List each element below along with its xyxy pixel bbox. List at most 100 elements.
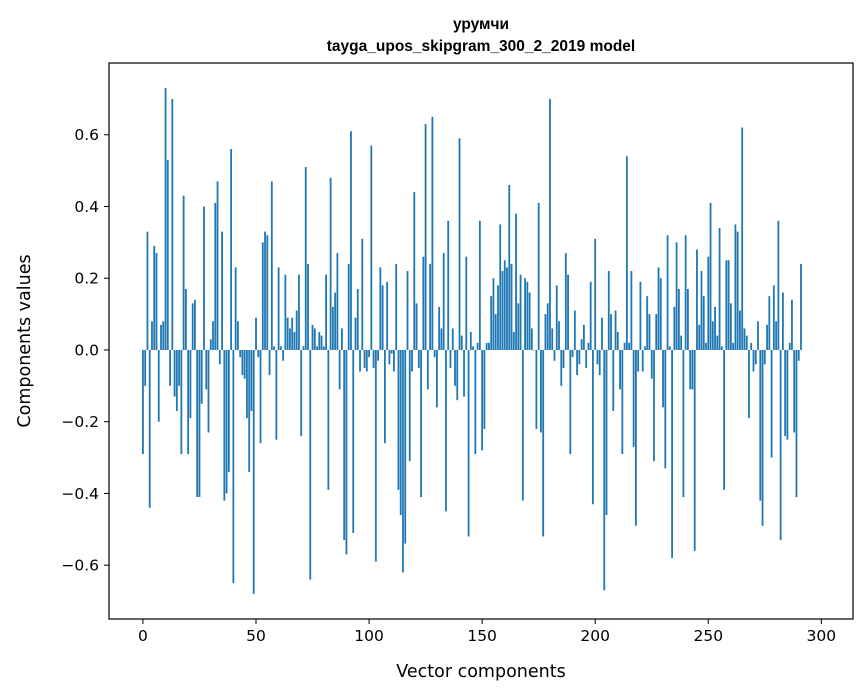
bar-258 bbox=[725, 260, 728, 350]
bar-46 bbox=[246, 349, 248, 419]
bar-274 bbox=[761, 349, 764, 526]
bar-161 bbox=[506, 267, 508, 350]
bar-255 bbox=[718, 228, 721, 350]
bar-267 bbox=[745, 335, 748, 350]
bar-102 bbox=[372, 349, 375, 368]
bar-87 bbox=[338, 349, 341, 390]
x-tick-label: 50 bbox=[246, 627, 266, 645]
bar-60 bbox=[277, 267, 280, 350]
bar-248 bbox=[702, 296, 705, 350]
bar-108 bbox=[386, 281, 389, 350]
bar-50 bbox=[255, 317, 257, 350]
bar-230 bbox=[662, 349, 664, 408]
bar-283 bbox=[781, 292, 784, 350]
bar-211 bbox=[619, 349, 621, 390]
bar-119 bbox=[411, 349, 413, 372]
bar-272 bbox=[757, 321, 759, 350]
bar-26 bbox=[200, 349, 203, 404]
bar-180 bbox=[549, 98, 551, 350]
bar-179 bbox=[546, 303, 549, 350]
bar-74 bbox=[309, 349, 312, 580]
bar-148 bbox=[476, 342, 479, 350]
bar-2 bbox=[146, 231, 149, 350]
bar-235 bbox=[673, 306, 676, 350]
bar-40 bbox=[232, 349, 235, 584]
bar-202 bbox=[598, 349, 601, 376]
bar-213 bbox=[623, 342, 626, 350]
bar-259 bbox=[727, 260, 730, 350]
bar-75 bbox=[311, 324, 314, 350]
bar-111 bbox=[393, 349, 395, 372]
bar-43 bbox=[239, 349, 242, 358]
bar-25 bbox=[198, 349, 201, 498]
bar-16 bbox=[178, 349, 181, 386]
bar-142 bbox=[463, 349, 465, 397]
bar-123 bbox=[420, 349, 422, 498]
bar-165 bbox=[515, 213, 517, 350]
bar-88 bbox=[341, 328, 343, 350]
bar-225 bbox=[650, 349, 653, 379]
y-axis-label: Components values bbox=[15, 254, 35, 427]
bar-49 bbox=[252, 349, 255, 594]
bar-7 bbox=[157, 349, 160, 422]
bar-73 bbox=[307, 263, 309, 350]
bar-236 bbox=[675, 242, 678, 350]
bar-53 bbox=[261, 242, 264, 350]
bar-112 bbox=[395, 263, 398, 350]
y-tick-label: 0.6 bbox=[74, 126, 99, 144]
bar-9 bbox=[162, 321, 165, 350]
bar-242 bbox=[689, 349, 692, 390]
x-axis-label: Vector components bbox=[396, 662, 565, 682]
bar-92 bbox=[350, 131, 352, 350]
bar-96 bbox=[359, 349, 361, 372]
bar-31 bbox=[212, 321, 214, 350]
bar-103 bbox=[374, 349, 377, 562]
bar-17 bbox=[180, 349, 183, 454]
bar-177 bbox=[542, 349, 545, 537]
bar-184 bbox=[558, 321, 560, 350]
bar-29 bbox=[207, 349, 210, 433]
bar-135 bbox=[447, 220, 450, 350]
bar-71 bbox=[302, 346, 305, 350]
bar-39 bbox=[230, 149, 233, 350]
bar-273 bbox=[759, 349, 762, 501]
bar-57 bbox=[270, 181, 273, 350]
bar-13 bbox=[171, 98, 174, 350]
bar-28 bbox=[205, 349, 208, 390]
bar-204 bbox=[603, 349, 606, 591]
bar-285 bbox=[786, 349, 789, 440]
bar-78 bbox=[318, 332, 321, 350]
bar-172 bbox=[530, 328, 533, 350]
bar-109 bbox=[388, 349, 391, 365]
bar-243 bbox=[691, 349, 694, 390]
bar-247 bbox=[700, 271, 703, 350]
bar-151 bbox=[483, 349, 486, 429]
bar-251 bbox=[709, 202, 712, 350]
bar-178 bbox=[544, 314, 547, 350]
bar-41 bbox=[234, 267, 237, 350]
bar-140 bbox=[458, 138, 461, 350]
bar-290 bbox=[797, 349, 800, 361]
x-tick-label: 200 bbox=[580, 627, 610, 645]
bar-5 bbox=[153, 245, 156, 350]
bar-64 bbox=[286, 317, 289, 350]
bar-101 bbox=[370, 145, 373, 350]
bar-206 bbox=[607, 271, 610, 350]
bar-262 bbox=[734, 224, 737, 350]
bar-10 bbox=[164, 88, 167, 350]
bar-166 bbox=[517, 303, 520, 350]
bar-18 bbox=[182, 195, 185, 350]
y-tick-label: −0.4 bbox=[61, 485, 99, 503]
bar-212 bbox=[621, 349, 624, 454]
bar-195 bbox=[582, 324, 585, 350]
bar-77 bbox=[316, 346, 318, 350]
bar-254 bbox=[716, 335, 719, 350]
bar-264 bbox=[739, 310, 741, 350]
bar-291 bbox=[800, 263, 802, 350]
bar-168 bbox=[521, 349, 524, 501]
bar-76 bbox=[313, 328, 316, 350]
bar-265 bbox=[741, 127, 744, 350]
bar-221 bbox=[641, 349, 644, 372]
x-tick-label: 0 bbox=[138, 627, 148, 645]
